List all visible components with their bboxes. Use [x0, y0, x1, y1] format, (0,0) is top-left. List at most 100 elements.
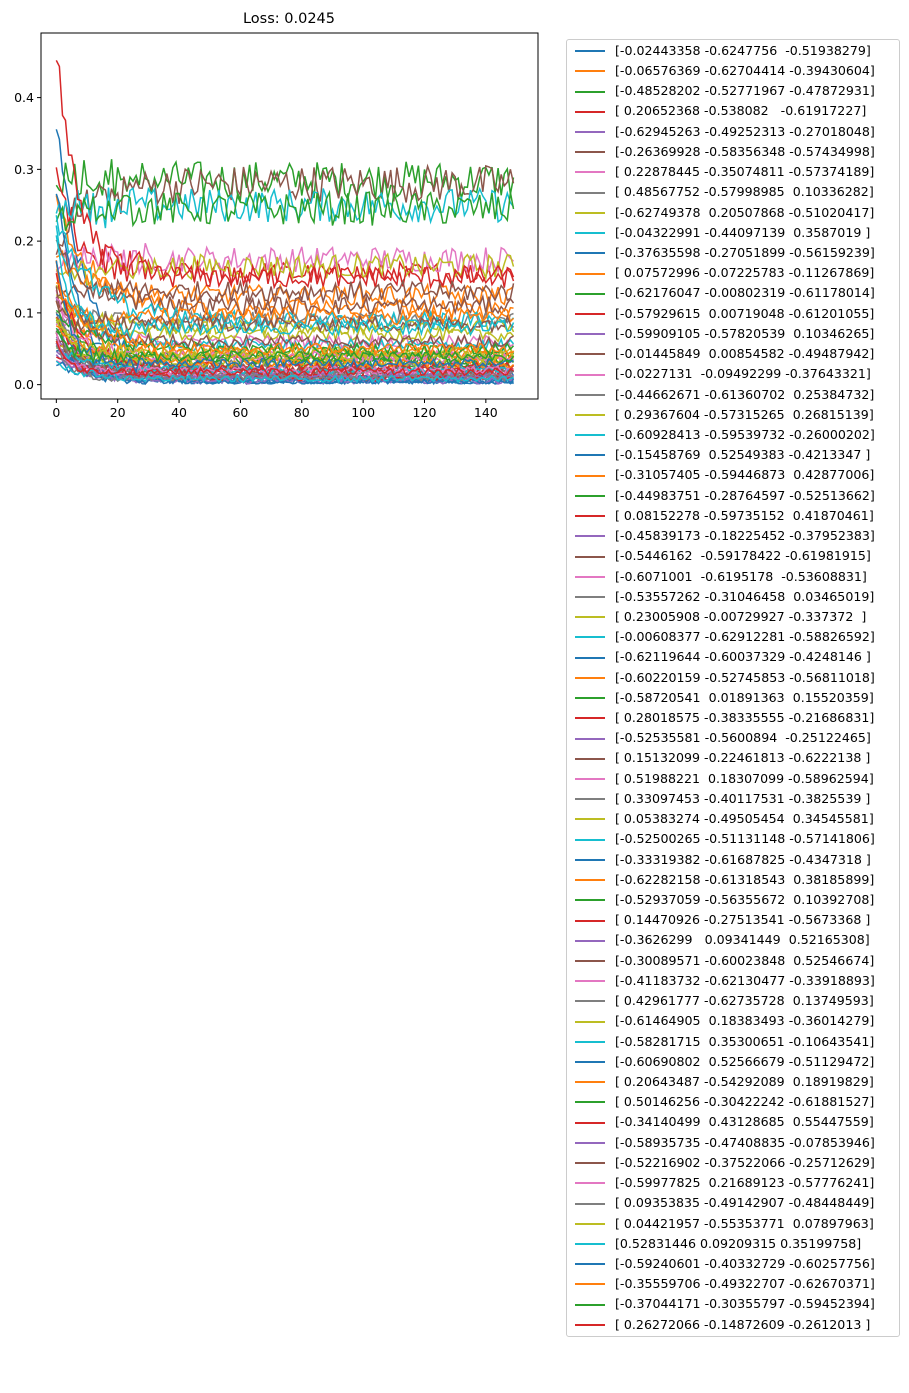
legend-item: [ 0.48567752 -0.57998985 0.10336282]: [575, 183, 899, 203]
legend-label: [-0.04322991 -0.44097139 0.3587019 ]: [615, 224, 871, 240]
legend-swatch: [575, 171, 605, 174]
legend-label: [-0.62119644 -0.60037329 -0.4248146 ]: [615, 649, 871, 665]
legend-label: [-0.00608377 -0.62912281 -0.58826592]: [615, 629, 875, 645]
legend-item: [ 0.09353835 -0.49142907 -0.48448449]: [575, 1193, 899, 1213]
series-line: [55, 277, 515, 305]
y-axis: 0.0 0.1 0.2 0.3 0.4: [14, 90, 41, 392]
legend-label: [-0.37044171 -0.30355797 -0.59452394]: [615, 1296, 875, 1312]
legend-label: [-0.44983751 -0.28764597 -0.52513662]: [615, 487, 875, 503]
legend-swatch: [575, 959, 605, 962]
legend-item: [-0.06576369 -0.62704414 -0.39430604]: [575, 61, 899, 81]
legend-label: [-0.0227131 -0.09492299 -0.37643321]: [615, 366, 871, 382]
legend-item: [-0.62749378 0.20507868 -0.51020417]: [575, 203, 899, 223]
legend-label: [-0.58935735 -0.47408835 -0.07853946]: [615, 1134, 875, 1150]
legend-item: [-0.48528202 -0.52771967 -0.47872931]: [575, 81, 899, 101]
legend-swatch: [575, 1202, 605, 1205]
legend-label: [ 0.28018575 -0.38335555 -0.21686831]: [615, 710, 875, 726]
legend-swatch: [575, 333, 605, 336]
legend-item: [-0.26369928 -0.58356348 -0.57434998]: [575, 142, 899, 162]
legend-item: [-0.60220159 -0.52745853 -0.56811018]: [575, 668, 899, 688]
series-line: [55, 300, 514, 364]
legend-swatch: [575, 1283, 605, 1286]
legend-label: [-0.58281715 0.35300651 -0.10643541]: [615, 1033, 875, 1049]
legend-item: [-0.57929615 0.00719048 -0.61201055]: [575, 304, 899, 324]
legend-swatch: [575, 1101, 605, 1104]
legend-item: [-0.41183732 -0.62130477 -0.33918893]: [575, 971, 899, 991]
legend-label: [-0.62749378 0.20507868 -0.51020417]: [615, 204, 875, 220]
series-line: [55, 330, 515, 365]
legend-label: [-0.59909105 -0.57820539 0.10346265]: [615, 325, 875, 341]
legend-item: [ 0.14470926 -0.27513541 -0.5673368 ]: [575, 910, 899, 930]
legend-swatch: [575, 676, 605, 679]
legend-item: [-0.37044171 -0.30355797 -0.59452394]: [575, 1295, 899, 1315]
legend-swatch: [575, 474, 605, 477]
legend-label: [ 0.50146256 -0.30422242 -0.61881527]: [615, 1094, 875, 1110]
legend-swatch: [575, 272, 605, 275]
legend-item: [-0.52937059 -0.56355672 0.10392708]: [575, 890, 899, 910]
legend-label: [-0.59240601 -0.40332729 -0.60257756]: [615, 1255, 875, 1271]
legend-swatch: [575, 616, 605, 619]
legend-swatch: [575, 393, 605, 396]
legend-item: [-0.15458769 0.52549383 -0.4213347 ]: [575, 445, 899, 465]
legend-item: [-0.34140499 0.43128685 0.55447559]: [575, 1113, 899, 1133]
legend-label: [-0.44662671 -0.61360702 0.25384732]: [615, 386, 875, 402]
legend-item: [-0.31057405 -0.59446873 0.42877006]: [575, 466, 899, 486]
legend-item: [ 0.08152278 -0.59735152 0.41870461]: [575, 506, 899, 526]
legend-item: [-0.30089571 -0.60023848 0.52546674]: [575, 951, 899, 971]
legend-swatch: [575, 1243, 605, 1246]
legend-label: [ 0.15132099 -0.22461813 -0.6222138 ]: [615, 750, 871, 766]
legend-label: [-0.5446162 -0.59178422 -0.61981915]: [615, 548, 871, 564]
legend-item: [-0.33319382 -0.61687825 -0.4347318 ]: [575, 850, 899, 870]
x-axis: 0 20 40 60 80 100 120 140: [52, 399, 498, 420]
legend-swatch: [575, 737, 605, 740]
legend-item: [-0.35559706 -0.49322707 -0.62670371]: [575, 1274, 899, 1294]
legend-label: [-0.59977825 0.21689123 -0.57776241]: [615, 1175, 875, 1191]
legend-item: [ 0.51988221 0.18307099 -0.58962594]: [575, 769, 899, 789]
legend-label: [ 0.14470926 -0.27513541 -0.5673368 ]: [615, 912, 871, 928]
legend-item: [-0.02443358 -0.6247756 -0.51938279]: [575, 41, 899, 61]
x-tick-label: 0: [52, 405, 60, 420]
legend-item: [-0.04322991 -0.44097139 0.3587019 ]: [575, 223, 899, 243]
legend-swatch: [575, 1141, 605, 1144]
legend-swatch: [575, 980, 605, 983]
legend-item: [-0.61464905 0.18383493 -0.36014279]: [575, 1012, 899, 1032]
series-line: [55, 281, 514, 357]
legend-item: [-0.44662671 -0.61360702 0.25384732]: [575, 385, 899, 405]
legend-item: [ 0.50146256 -0.30422242 -0.61881527]: [575, 1092, 899, 1112]
legend-item: [ 0.23005908 -0.00729927 -0.337372 ]: [575, 607, 899, 627]
legend-swatch: [575, 879, 605, 882]
series-line: [55, 340, 514, 378]
legend-swatch: [575, 191, 605, 194]
legend-swatch: [575, 636, 605, 639]
legend-swatch: [575, 818, 605, 821]
y-tick-label: 0.2: [14, 234, 34, 249]
series-line: [55, 252, 515, 287]
legend-label: [ 0.08152278 -0.59735152 0.41870461]: [615, 507, 874, 523]
legend-label: [ 0.26272066 -0.14872609 -0.2612013 ]: [615, 1316, 871, 1332]
legend-label: [ 0.05383274 -0.49505454 0.34545581]: [615, 811, 874, 827]
legend-item: [-0.59977825 0.21689123 -0.57776241]: [575, 1173, 899, 1193]
chart-title: Loss: 0.0245: [243, 11, 335, 27]
legend-item: [-0.59909105 -0.57820539 0.10346265]: [575, 324, 899, 344]
legend-label: [-0.33319382 -0.61687825 -0.4347318 ]: [615, 851, 871, 867]
legend-label: [-0.52937059 -0.56355672 0.10392708]: [615, 892, 875, 907]
legend-swatch: [575, 1020, 605, 1023]
legend-item: [-0.00608377 -0.62912281 -0.58826592]: [575, 627, 899, 647]
legend-swatch: [575, 1222, 605, 1225]
legend-swatch: [575, 1000, 605, 1003]
legend-label: [-0.31057405 -0.59446873 0.42877006]: [615, 467, 875, 483]
legend-label: [-0.61464905 0.18383493 -0.36014279]: [615, 1013, 875, 1029]
legend-label: [-0.52500265 -0.51131148 -0.57141806]: [615, 831, 875, 847]
legend-swatch: [575, 90, 605, 93]
series-lines: [55, 60, 515, 386]
legend-swatch: [575, 515, 605, 518]
legend-label: [ 0.09353835 -0.49142907 -0.48448449]: [615, 1195, 875, 1211]
legend-label: [ 0.07572996 -0.07225783 -0.11267869]: [615, 265, 875, 281]
series-line: [55, 239, 515, 317]
legend-label: [-0.52535581 -0.5600894 -0.25122465]: [615, 730, 871, 746]
legend-label: [-0.62282158 -0.61318543 0.38185899]: [615, 871, 875, 887]
legend-item: [-0.62119644 -0.60037329 -0.4248146 ]: [575, 648, 899, 668]
legend-label: [ 0.33097453 -0.40117531 -0.3825539 ]: [615, 790, 871, 806]
legend-swatch: [575, 232, 605, 235]
legend-swatch: [575, 656, 605, 659]
